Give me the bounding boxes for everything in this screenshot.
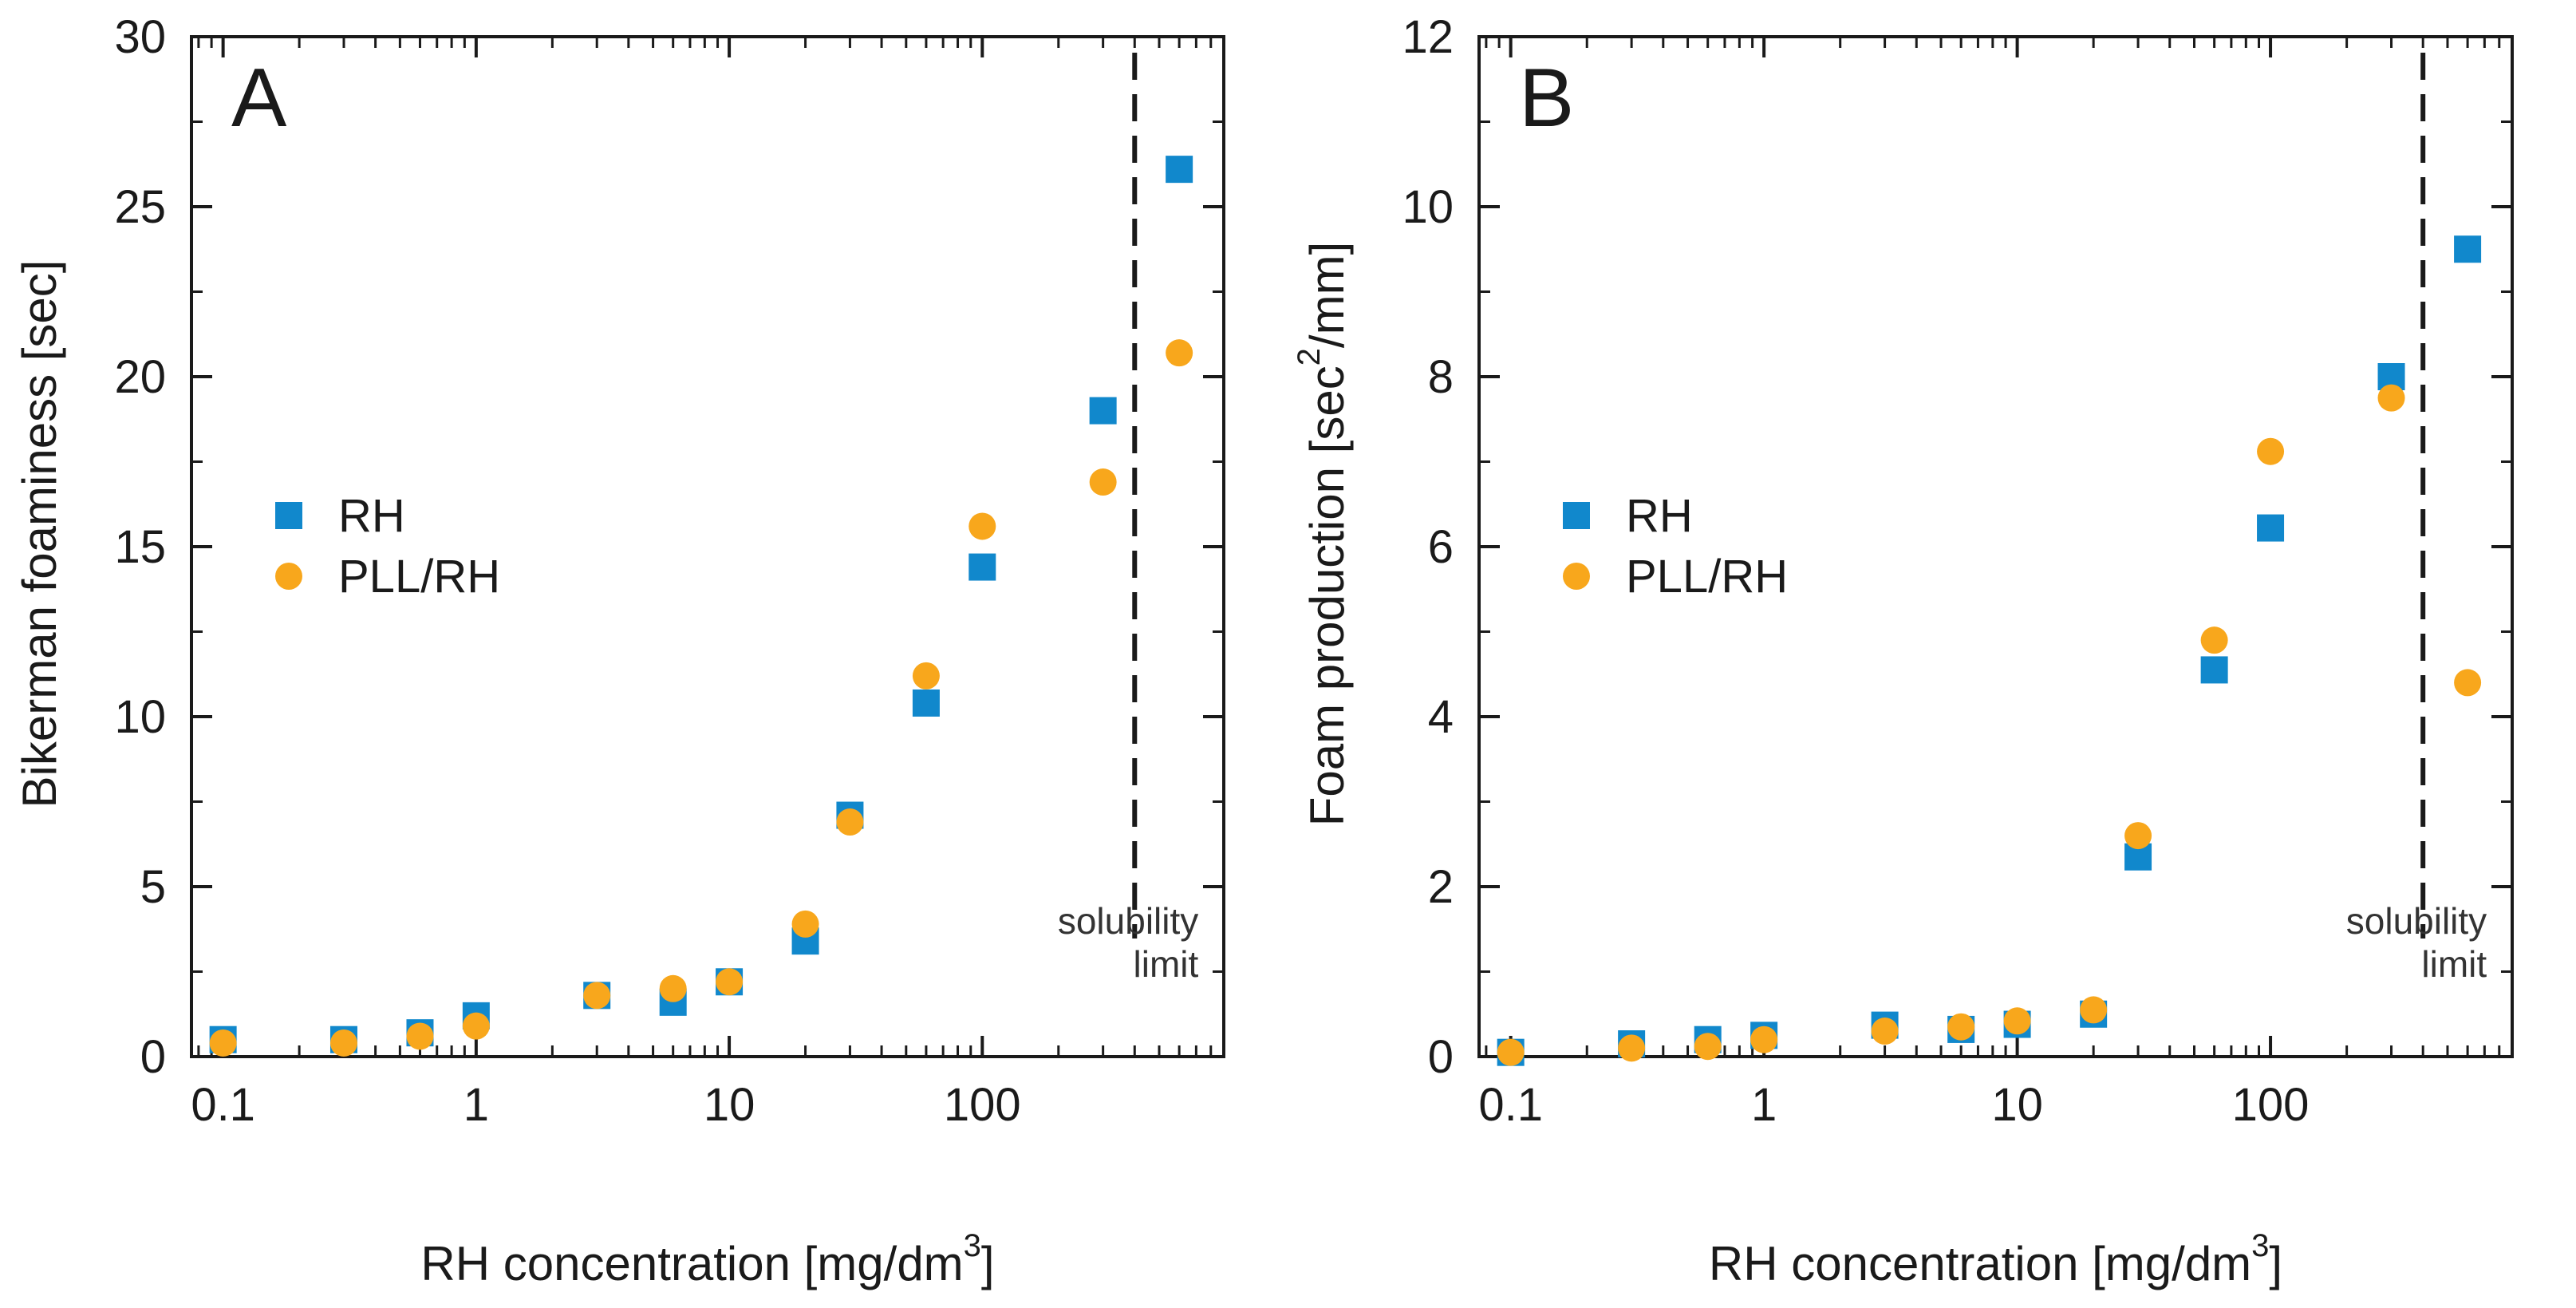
data-point-circle: [2080, 996, 2108, 1024]
solubility-limit-label: solubility: [2346, 900, 2487, 942]
legend-marker-square: [275, 502, 302, 529]
legend-marker-circle: [1563, 563, 1590, 590]
x-axis-label-text: RH concentration [mg/dm: [420, 1237, 963, 1290]
data-point-square: [968, 553, 996, 581]
data-point-circle: [1871, 1018, 1899, 1045]
data-point-circle: [406, 1022, 434, 1050]
x-axis-label-suffix: ]: [2269, 1237, 2282, 1290]
data-point-circle: [968, 512, 996, 540]
y-tick-label: 5: [140, 861, 166, 913]
data-point-circle: [1750, 1025, 1778, 1053]
data-point-circle: [209, 1029, 237, 1057]
data-point-square: [1166, 156, 1193, 184]
data-point-circle: [2257, 437, 2285, 465]
x-tick-label: 10: [704, 1079, 755, 1131]
data-point-circle: [1166, 339, 1193, 367]
x-tick-label: 100: [944, 1079, 1021, 1131]
data-point-circle: [2377, 384, 2405, 412]
legend-marker-circle: [275, 563, 302, 590]
y-axis-label-text: Foam production [sec: [1300, 366, 1354, 826]
data-point-circle: [329, 1029, 357, 1057]
data-point-circle: [2124, 822, 2152, 850]
panel-label: A: [231, 52, 287, 144]
y-axis-label: Bikerman foaminess [sec]: [13, 260, 66, 808]
y-axis-label: Foam production [sec2/mm]: [1292, 242, 1354, 827]
data-point-circle: [659, 974, 687, 1002]
data-point-circle: [912, 662, 940, 690]
x-axis-label: RH concentration [mg/dm3]: [420, 1228, 994, 1290]
x-axis-label-text: RH concentration [mg/dm: [1709, 1237, 2251, 1290]
x-tick-label: 0.1: [1478, 1079, 1543, 1131]
y-axis-label-text: Bikerman foaminess [sec]: [13, 260, 66, 808]
x-axis-label-suffix: ]: [981, 1237, 995, 1290]
legend-label: RH: [338, 490, 405, 542]
x-tick-label: 100: [2232, 1079, 2310, 1131]
solubility-limit-label: limit: [1134, 943, 1199, 985]
data-point-circle: [2200, 626, 2228, 654]
x-tick-label: 1: [464, 1079, 489, 1131]
x-tick-label: 1: [1751, 1079, 1777, 1131]
x-axis-label-superscript: 3: [2251, 1228, 2269, 1263]
data-point-circle: [716, 968, 744, 996]
y-tick-label: 4: [1428, 691, 1454, 743]
data-point-circle: [1089, 468, 1117, 496]
y-tick-label: 25: [114, 181, 166, 233]
y-tick-label: 6: [1428, 521, 1454, 573]
legend-label: PLL/RH: [1626, 551, 1788, 603]
y-tick-label: 30: [114, 11, 166, 63]
y-axis-label-superscript: 2: [1292, 348, 1327, 366]
y-tick-label: 10: [114, 691, 166, 743]
y-tick-label: 20: [114, 351, 166, 403]
legend-label: RH: [1626, 490, 1693, 542]
data-point-circle: [791, 910, 819, 938]
y-tick-label: 15: [114, 521, 166, 573]
data-point-square: [912, 689, 940, 717]
solubility-limit-label: solubility: [1058, 900, 1198, 942]
data-point-square: [2454, 235, 2482, 263]
legend-marker-square: [1563, 502, 1590, 529]
data-point-square: [2200, 656, 2228, 684]
y-tick-label: 2: [1428, 861, 1454, 913]
data-point-circle: [836, 808, 864, 836]
panel-label: B: [1519, 52, 1574, 144]
legend-label: PLL/RH: [338, 551, 500, 603]
x-axis-label-superscript: 3: [964, 1228, 981, 1263]
data-point-circle: [462, 1012, 490, 1040]
y-tick-label: 8: [1428, 351, 1454, 403]
y-tick-label: 0: [140, 1031, 166, 1083]
data-point-circle: [1618, 1034, 1646, 1062]
x-tick-label: 0.1: [191, 1079, 255, 1131]
x-axis-label: RH concentration [mg/dm3]: [1709, 1228, 2282, 1290]
y-tick-label: 0: [1428, 1031, 1454, 1083]
data-point-circle: [583, 982, 611, 1010]
data-point-circle: [2003, 1007, 2031, 1035]
y-axis-label-suffix: /mm]: [1300, 242, 1354, 348]
y-tick-label: 10: [1402, 181, 1454, 233]
solubility-limit-label: limit: [2421, 943, 2487, 985]
y-tick-label: 12: [1402, 11, 1454, 63]
data-point-square: [1089, 397, 1117, 425]
data-point-circle: [1694, 1033, 1722, 1061]
data-point-circle: [2454, 669, 2482, 697]
data-point-square: [2257, 514, 2285, 542]
x-tick-label: 10: [1991, 1079, 2043, 1131]
data-point-circle: [1947, 1013, 1975, 1041]
data-point-circle: [1497, 1038, 1525, 1066]
